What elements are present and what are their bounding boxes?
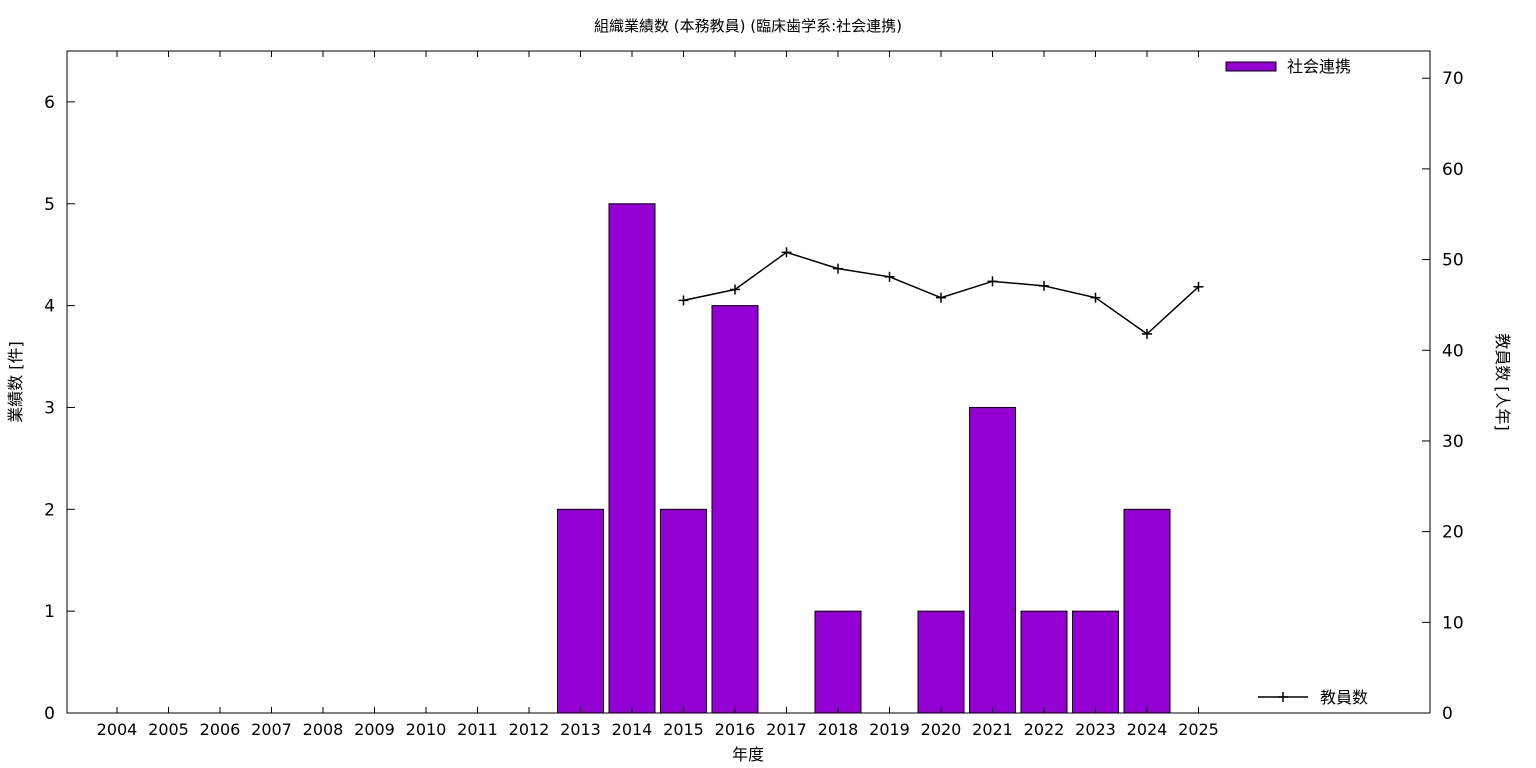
line-point	[833, 263, 843, 274]
line-point	[730, 284, 740, 295]
chart-title: 組織業績数 (本務教員) (臨床歯学系:社会連携)	[594, 17, 902, 35]
x-axis-label: 年度	[732, 745, 764, 764]
line-point	[781, 247, 792, 258]
legend-bar-swatch	[1225, 61, 1277, 72]
x-tick-label: 2012	[509, 720, 550, 739]
axes-layer: 2004 2005 2006 2007 2008 2009 2010 2011 2012 2013…	[44, 51, 1464, 739]
bar	[711, 305, 759, 714]
line-point	[987, 276, 998, 287]
y-tick-label: 4	[44, 297, 55, 317]
legend-bar-label: 社会連携	[1287, 57, 1351, 76]
bar	[969, 406, 1016, 714]
legend-bars: 社会連携	[1225, 57, 1351, 76]
x-tick-label: 2017	[766, 720, 807, 739]
bar	[917, 610, 965, 714]
y2-tick-label: 20	[1442, 523, 1464, 543]
y2-tick-label: 30	[1442, 432, 1464, 452]
y2-tick-label: 10	[1442, 613, 1464, 633]
legend-line-label: 教員数	[1320, 688, 1368, 707]
y-axis-label: 業績数 [件]	[6, 341, 25, 423]
line-point	[1142, 328, 1152, 339]
bar	[608, 203, 656, 714]
x-tick-label: 2004	[97, 720, 138, 739]
y-tick-label: 2	[44, 500, 55, 520]
line-point	[884, 271, 895, 282]
x-tick-label: 2018	[818, 720, 859, 739]
x-tick-label: 2022	[1024, 720, 1065, 739]
x-tick-label: 2020	[921, 720, 962, 739]
bars-layer	[557, 203, 1171, 714]
x-tick-label: 2015	[663, 720, 704, 739]
x-tick-label: 2023	[1075, 720, 1116, 739]
line-point	[1090, 292, 1101, 303]
plot-frame	[66, 50, 1431, 714]
y2-tick-label: 40	[1442, 341, 1464, 361]
legend-line: 教員数	[1258, 688, 1368, 707]
x-tick-label: 2006	[200, 720, 241, 739]
y2-tick-label: 50	[1442, 251, 1464, 271]
y-tick-label: 0	[44, 704, 55, 724]
line-point	[1193, 281, 1204, 292]
x-tick-label: 2007	[251, 720, 292, 739]
y-tick-label: 5	[44, 195, 55, 215]
x-tick-label: 2019	[869, 720, 910, 739]
x-tick-label: 2009	[354, 720, 395, 739]
y-tick-label: 1	[44, 602, 55, 622]
x-tick-label: 2014	[612, 720, 653, 739]
x-tick-label: 2025	[1178, 720, 1219, 739]
y2-axis-label: 教員数 [人年]	[1493, 333, 1512, 431]
bar	[557, 508, 604, 714]
line-layer	[678, 247, 1204, 339]
bar	[660, 508, 707, 714]
y-tick-label: 6	[44, 93, 55, 113]
x-tick-label: 2011	[457, 720, 498, 739]
y2-tick-label: 70	[1442, 69, 1464, 89]
y-tick-label: 3	[44, 398, 55, 418]
bar	[1123, 508, 1171, 714]
x-tick-label: 2021	[972, 720, 1013, 739]
line-point	[936, 292, 946, 303]
bar	[814, 610, 862, 714]
bar	[1072, 610, 1119, 714]
x-tick-label: 2024	[1127, 720, 1168, 739]
y2-tick-label: 60	[1442, 160, 1464, 180]
line-point	[1039, 280, 1049, 291]
y2-tick-label: 0	[1442, 704, 1453, 724]
x-tick-label: 2005	[148, 720, 189, 739]
bar	[1020, 610, 1068, 714]
x-tick-label: 2013	[560, 720, 601, 739]
line-point	[678, 295, 689, 306]
x-tick-label: 2008	[303, 720, 344, 739]
x-tick-label: 2010	[406, 720, 447, 739]
x-tick-label: 2016	[715, 720, 756, 739]
